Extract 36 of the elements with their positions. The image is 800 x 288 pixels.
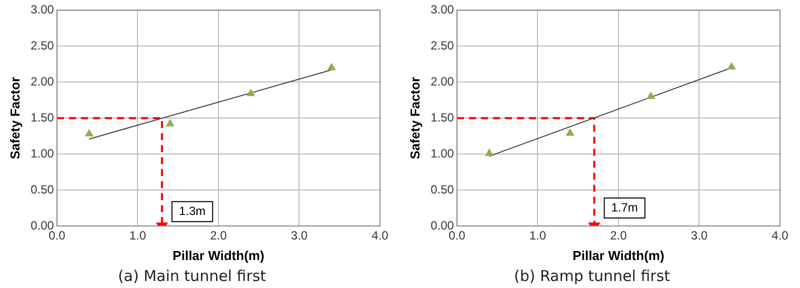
text: (b) Ramp tunnel first	[514, 266, 670, 285]
y-tick-label: 2.00	[30, 74, 54, 88]
y-tick-label: 0.50	[30, 182, 54, 196]
y-tick-label: 1.00	[430, 146, 454, 160]
y-tick-label: 2.50	[30, 38, 54, 52]
y-tick-label: 2.50	[430, 38, 454, 52]
point	[246, 89, 255, 96]
x-tick-label: 1.0	[529, 228, 546, 243]
y-tick-label: 2.00	[430, 74, 454, 88]
y-tick-label: 3.00	[30, 2, 54, 17]
point	[328, 63, 336, 70]
point	[646, 92, 655, 100]
x-tick-label: 2.0	[210, 228, 228, 243]
x-tick-label: 4.0	[772, 228, 789, 243]
text: (a) Main tunnel first	[118, 266, 266, 285]
y-tick-label: 1.50	[30, 110, 54, 124]
point	[485, 148, 494, 156]
x-axis-title: Pillar Width(m)	[172, 248, 264, 263]
y-tick-label: 3.00	[430, 2, 454, 17]
x-tick-label: 4.0	[372, 228, 389, 243]
point	[566, 128, 574, 136]
y-tick-label: 0.50	[430, 182, 454, 196]
point	[728, 62, 736, 70]
x-tick-label: 1.0	[129, 228, 146, 243]
annotation: 1.7m	[611, 200, 638, 214]
y-tick-label: 1.00	[30, 146, 54, 160]
y-tick-label: 1.50	[430, 110, 454, 124]
annotation: 1.3m	[178, 204, 206, 218]
point	[166, 119, 174, 126]
x-axis-title: Pillar Width(m)	[572, 248, 664, 263]
point	[85, 129, 94, 136]
y-axis-title: Safety Factor	[407, 76, 422, 160]
x-tick-label: 3.0	[690, 228, 708, 243]
x-tick-label: 2.0	[610, 228, 628, 243]
y-axis-title: Safety Factor	[7, 76, 22, 160]
x-tick-label: 3.0	[290, 228, 308, 243]
